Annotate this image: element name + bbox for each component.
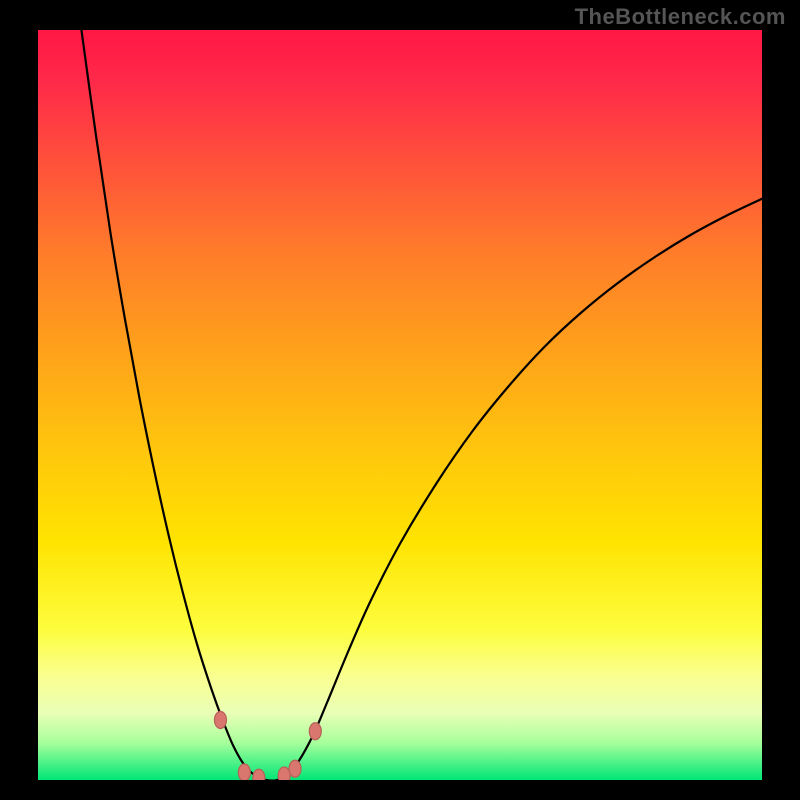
chart-svg bbox=[38, 30, 762, 780]
marker-point-0 bbox=[214, 712, 226, 729]
chart-area bbox=[38, 30, 762, 780]
watermark-text: TheBottleneck.com bbox=[575, 4, 786, 30]
marker-point-1 bbox=[238, 764, 250, 780]
gradient-background bbox=[38, 30, 762, 780]
outer-frame: TheBottleneck.com bbox=[0, 0, 800, 800]
marker-point-5 bbox=[309, 723, 321, 740]
marker-point-3 bbox=[278, 767, 290, 780]
marker-point-4 bbox=[289, 760, 301, 777]
marker-point-2 bbox=[253, 769, 265, 780]
